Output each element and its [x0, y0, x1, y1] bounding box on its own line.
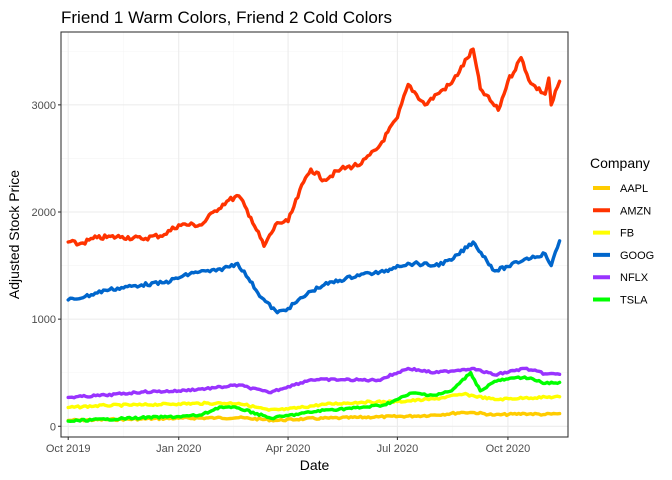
y-axis-title: Adjusted Stock Price	[6, 170, 22, 299]
panel-border	[60, 31, 569, 438]
legend-label: FB	[620, 228, 634, 240]
x-tick-label: Jan 2020	[156, 443, 201, 455]
x-axis-title: Date	[300, 457, 330, 473]
x-tick-label: Oct 2019	[46, 443, 91, 455]
legend-label: TSLA	[620, 295, 648, 307]
y-axis: 0 1000 2000 3000	[32, 100, 61, 433]
legend-item-aapl: AAPL	[593, 183, 648, 195]
x-tick-label: Oct 2020	[486, 443, 531, 455]
x-tick-label: Apr 2020	[266, 443, 311, 455]
series-line-tsla	[66, 371, 562, 423]
legend-item-tsla: TSLA	[593, 295, 648, 307]
series-line-goog	[66, 239, 562, 315]
legend: Company AAPL AMZN FB GOOG NFLX TSLA	[590, 155, 654, 307]
legend-label: NFLX	[620, 272, 649, 284]
series-lines	[66, 47, 562, 423]
x-tick-label: Jul 2020	[377, 443, 419, 455]
series-line-amzn	[66, 47, 562, 248]
legend-item-goog: GOOG	[593, 250, 654, 262]
legend-title: Company	[590, 155, 650, 171]
series-line-fb	[66, 391, 562, 412]
legend-label: AAPL	[620, 183, 648, 195]
series-line-nflx	[66, 366, 562, 400]
chart-title: Friend 1 Warm Colors, Friend 2 Cold Colo…	[61, 8, 392, 27]
y-tick-label: 1000	[32, 314, 56, 326]
y-tick-label: 2000	[32, 207, 56, 219]
legend-label: GOOG	[620, 250, 654, 262]
grid	[61, 32, 568, 437]
x-axis: Oct 2019 Jan 2020 Apr 2020 Jul 2020 Oct 2020	[46, 437, 530, 455]
legend-item-fb: FB	[593, 228, 634, 240]
legend-label: AMZN	[620, 205, 651, 217]
legend-item-amzn: AMZN	[593, 205, 651, 217]
legend-item-nflx: NFLX	[593, 272, 649, 284]
y-tick-label: 0	[50, 421, 56, 433]
y-tick-label: 3000	[32, 100, 56, 112]
